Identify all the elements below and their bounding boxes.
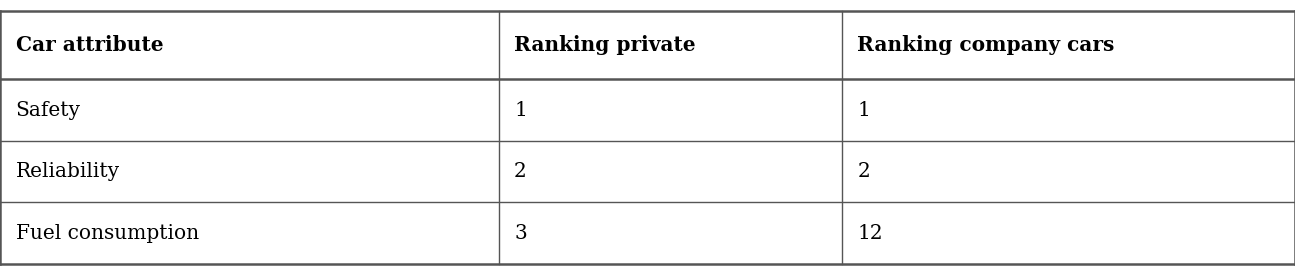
Text: 12: 12: [857, 224, 883, 243]
Text: 1: 1: [514, 101, 527, 120]
Text: Fuel consumption: Fuel consumption: [16, 224, 198, 243]
Text: 2: 2: [514, 162, 527, 181]
Text: Car attribute: Car attribute: [16, 35, 163, 55]
Text: Reliability: Reliability: [16, 162, 119, 181]
Text: 3: 3: [514, 224, 527, 243]
Text: 1: 1: [857, 101, 870, 120]
Text: 2: 2: [857, 162, 870, 181]
Text: Ranking private: Ranking private: [514, 35, 695, 55]
Text: Safety: Safety: [16, 101, 80, 120]
Text: Ranking company cars: Ranking company cars: [857, 35, 1115, 55]
